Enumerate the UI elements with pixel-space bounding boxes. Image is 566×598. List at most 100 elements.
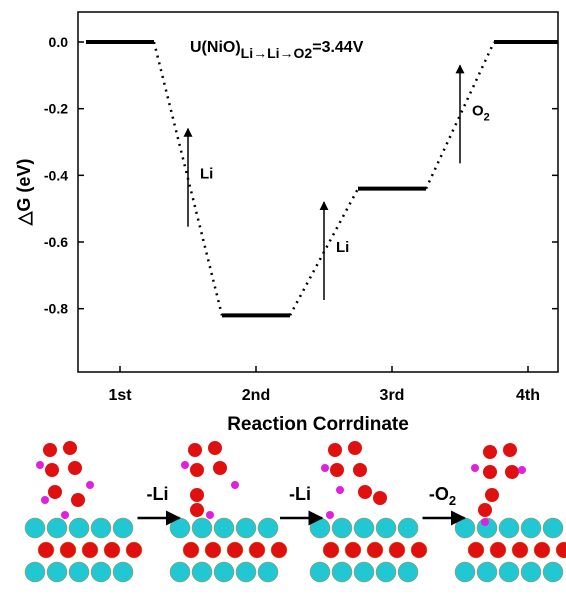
o-atom (208, 441, 222, 455)
ni-atom (310, 562, 330, 582)
o-atom (190, 503, 204, 517)
ni-atom (455, 562, 475, 582)
ni-atom (398, 518, 418, 538)
ni-atom (170, 518, 190, 538)
o-atom (104, 542, 120, 558)
step-label-text: O (472, 102, 484, 119)
ni-atom (192, 562, 212, 582)
ni-atom (69, 518, 89, 538)
step-label: Li (336, 239, 349, 256)
li-atom (321, 464, 329, 472)
o-atom (503, 443, 517, 457)
o-atom (353, 463, 367, 477)
annotation-sub: Li→Li→O2 (241, 45, 313, 61)
o-atom (38, 542, 54, 558)
step-label-sub: 2 (484, 111, 490, 123)
o-atom (483, 465, 497, 479)
ni-atom (499, 562, 519, 582)
o-atom (183, 542, 199, 558)
o-atom (478, 503, 492, 517)
ni-atom (113, 518, 133, 538)
y-tick-label: -0.2 (44, 101, 68, 117)
o-atom (468, 542, 484, 558)
o-atom (323, 542, 339, 558)
ni-atom (258, 518, 278, 538)
step-label: Li (200, 166, 213, 183)
y-tick-label: -0.4 (44, 167, 68, 183)
y-tick-label: 0.0 (49, 34, 69, 50)
ni-atom (258, 562, 278, 582)
ni-atom (455, 518, 475, 538)
ni-atom (47, 518, 67, 538)
li-atom (41, 496, 49, 504)
y-axis-label: △G (eV) (14, 159, 34, 227)
li-atom (336, 486, 344, 494)
y-tick-label: -0.8 (44, 301, 68, 317)
o-atom (367, 542, 383, 558)
ni-atom (543, 562, 563, 582)
o-atom (345, 542, 361, 558)
annotation-tail: =3.44V (312, 39, 363, 56)
o-atom (389, 542, 405, 558)
o-atom (48, 485, 62, 499)
o-atom (373, 491, 387, 505)
li-atom (326, 511, 334, 519)
ni-atom (376, 562, 396, 582)
li-atom (36, 461, 44, 469)
li-atom (518, 466, 526, 474)
ni-atom (543, 518, 563, 538)
annotation-main: U(NiO) (190, 39, 241, 56)
x-tick-label: 1st (108, 387, 132, 404)
li-atom (231, 481, 239, 489)
ni-atom (25, 562, 45, 582)
ni-atom (214, 562, 234, 582)
step-label: O2 (472, 102, 490, 123)
li-atom (61, 511, 69, 519)
li-atom (206, 511, 214, 519)
ni-atom (47, 562, 67, 582)
ni-atom (521, 562, 541, 582)
x-tick-label: 2nd (242, 387, 270, 404)
x-tick-label: 4th (516, 387, 540, 404)
o-atom (483, 445, 497, 459)
y-tick-label: -0.6 (44, 234, 68, 250)
o-atom (188, 443, 202, 457)
o-atom (60, 542, 76, 558)
scheme-step-label: -O2 (429, 484, 456, 508)
o-atom (190, 488, 204, 502)
ni-atom (236, 518, 256, 538)
o-atom (227, 542, 243, 558)
ni-atom (398, 562, 418, 582)
o-atom (271, 542, 287, 558)
ni-atom (113, 562, 133, 582)
o-atom (505, 465, 519, 479)
ni-atom (332, 562, 352, 582)
x-tick-label: 3rd (380, 387, 405, 404)
o-atom (126, 542, 142, 558)
ni-atom (477, 562, 497, 582)
ni-atom (91, 518, 111, 538)
ni-atom (236, 562, 256, 582)
ni-atom (354, 562, 374, 582)
o-atom (205, 542, 221, 558)
ni-atom (499, 518, 519, 538)
ni-atom (192, 518, 212, 538)
ni-atom (170, 562, 190, 582)
o-atom (534, 542, 550, 558)
o-atom (485, 488, 499, 502)
o-atom (348, 441, 362, 455)
ni-atom (354, 518, 374, 538)
ni-atom (214, 518, 234, 538)
ni-atom (25, 518, 45, 538)
ni-atom (69, 562, 89, 582)
li-atom (181, 461, 189, 469)
o-atom (68, 461, 82, 475)
o-atom (490, 542, 506, 558)
o-atom (190, 463, 204, 477)
o-atom (71, 493, 85, 507)
figure: △G (eV) Reaction Corrdinate U(NiO)Li→Li→… (0, 0, 566, 593)
step-label-text: Li (336, 239, 349, 256)
annotation: U(NiO)Li→Li→O2=3.44V (190, 39, 364, 61)
scheme-step-text: -O (429, 484, 449, 504)
ni-atom (91, 562, 111, 582)
